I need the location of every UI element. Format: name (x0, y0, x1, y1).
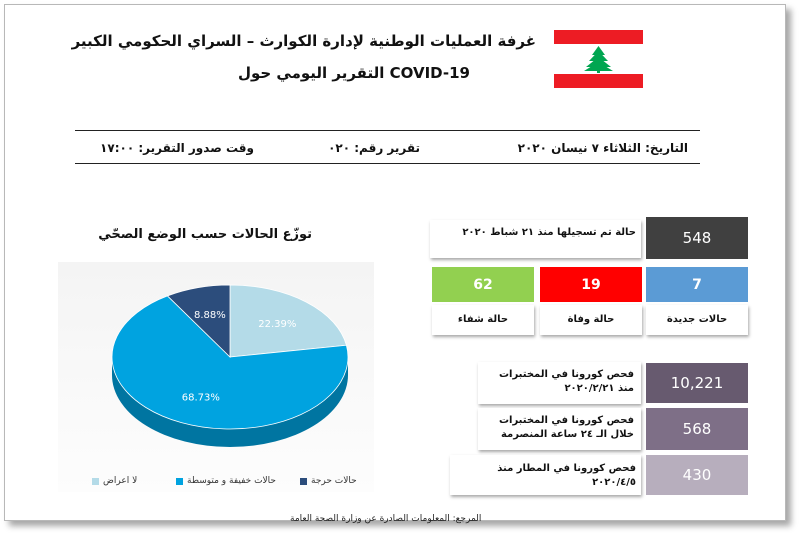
new-cases-box: 7 (646, 267, 748, 302)
new-cases-value: 7 (692, 276, 702, 293)
recovered-label: حالة شفاء (457, 314, 509, 325)
deaths-label-box (540, 305, 642, 335)
pie-label-0: 22.39% (258, 319, 296, 330)
deaths-box: 19 (540, 267, 642, 302)
airport-tests-box: 430 (646, 455, 748, 495)
pie-chart: 22.39% 68.73% 8.88% (111, 284, 349, 447)
report-subtitle: التقرير اليومي حول COVID-19 (237, 64, 470, 82)
total-cases-value: 548 (682, 229, 712, 247)
lab-tests-24h-box: 568 (646, 408, 748, 450)
deaths-value: 19 (581, 276, 601, 293)
lebanon-flag-icon (554, 30, 643, 88)
pie-label-2: 8.88% (194, 310, 226, 321)
legend-swatch (92, 477, 99, 485)
pie-slice-2 (166, 284, 231, 358)
report-time: وقت صدور التقرير: ١٧:٠٠ (100, 141, 254, 155)
legend-swatch (176, 477, 183, 485)
total-cases-label-box (430, 220, 641, 258)
deaths-label: حالة وفاة (567, 314, 615, 325)
legend-item-no-symptoms: لا اعراض (92, 476, 137, 486)
legend-label: حالات خفيفة و متوسطة (187, 476, 276, 486)
legend-item-mild: حالات خفيفة و متوسطة (176, 476, 276, 486)
report-date: التاريخ: الثلاثاء ٧ نيسان ٢٠٢٠ (517, 141, 688, 155)
total-cases-box: 548 (646, 217, 748, 259)
legend-label: حالات حرجة (311, 476, 357, 486)
legend-label: لا اعراض (103, 476, 138, 486)
new-cases-label: حالات جديدة (666, 314, 728, 325)
lab-tests-total-label: فحص كورونا في المختبرات منذ ٢٠٢٠/٢/٢١ (498, 369, 634, 394)
lab-tests-total-box: 10,221 (646, 363, 748, 403)
recovered-label-box (432, 305, 534, 335)
report-number: تقرير رقم: ٠٢٠ (328, 141, 420, 155)
airport-tests-label: فحص كورونا في المطار منذ ٢٠٢٠/٤/٥ (497, 463, 636, 488)
chart-title: توزّع الحالات حسب الوضع الصحّي (98, 227, 312, 242)
report-title: غرفة العمليات الوطنية لإدارة الكوارث – ا… (71, 32, 536, 50)
pie-slice-1 (111, 295, 349, 430)
pie-slice-0 (229, 284, 347, 358)
pie-label-1: 68.73% (182, 392, 220, 403)
lab-tests-24h-value: 568 (682, 420, 712, 438)
source-note: المرجع: المعلومات الصادرة عن وزارة الصحة… (290, 514, 482, 524)
recovered-value: 62 (473, 276, 493, 293)
legend-swatch (300, 477, 307, 485)
pie-slice-side (112, 357, 348, 447)
legend-item-critical: حالات حرجة (300, 476, 357, 486)
divider-bottom (75, 163, 700, 164)
lab-tests-total-value: 10,221 (670, 374, 724, 392)
lab-tests-24h-label: فحص كورونا في المختبرات خلال الـ ٢٤ ساعة… (498, 415, 634, 440)
total-cases-label: حالة تم تسجيلها منذ ٢١ شباط ٢٠٢٠ (462, 227, 636, 238)
new-cases-label-box (646, 305, 748, 335)
lab-tests-24h-label-box (478, 408, 641, 450)
airport-tests-label-box (450, 455, 641, 495)
divider-top (75, 130, 700, 131)
recovered-box: 62 (432, 267, 534, 302)
airport-tests-value: 430 (682, 466, 712, 484)
lab-tests-total-label-box (478, 362, 641, 404)
